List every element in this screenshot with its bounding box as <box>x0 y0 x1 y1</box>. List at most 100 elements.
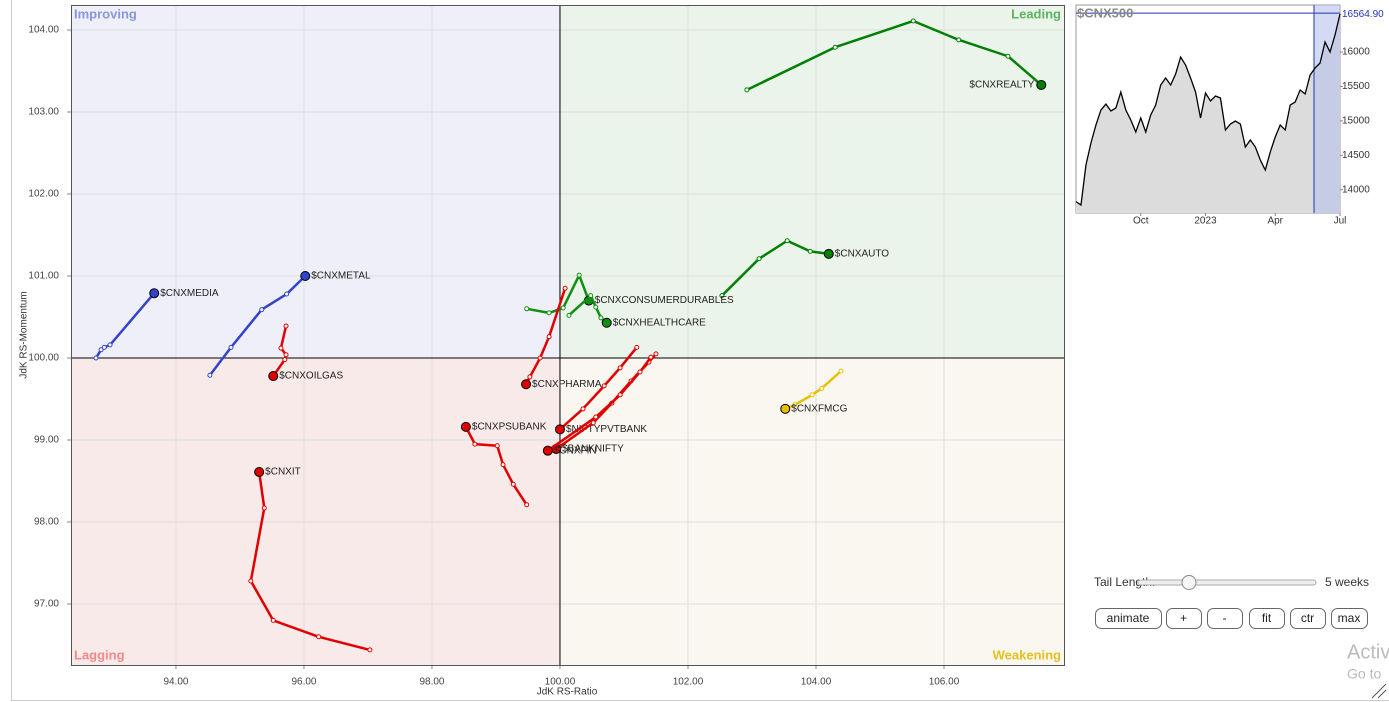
button[interactable]: + <box>1166 608 1202 629</box>
series-head <box>149 288 160 299</box>
resize-grip <box>1377 689 1387 699</box>
tail-point <box>910 18 916 24</box>
x-tick-label: 100.00 <box>545 677 576 688</box>
tail-point <box>316 634 322 640</box>
tail-point <box>792 402 798 408</box>
quadrant-background <box>559 5 1064 359</box>
button[interactable]: ctr <box>1290 608 1326 629</box>
button-label[interactable]: ctr <box>1301 611 1314 625</box>
y-tick-label: 98.00 <box>34 517 59 528</box>
y-axis-title: JdK RS-Momentum <box>19 291 30 378</box>
tail-point <box>527 374 533 380</box>
slider-knob[interactable] <box>1181 575 1197 590</box>
button[interactable]: animate <box>1095 608 1162 629</box>
y-tick-label: 99.00 <box>34 435 59 446</box>
button-frame[interactable] <box>1207 608 1243 629</box>
series-head <box>554 424 565 435</box>
tail-point <box>807 248 813 254</box>
tail-point <box>588 293 594 299</box>
tail-point <box>524 502 530 508</box>
tail-point <box>617 392 623 398</box>
button-label[interactable]: + <box>1180 611 1187 625</box>
tail-point <box>259 307 265 313</box>
tail-point <box>956 37 962 43</box>
y-tick-label: 16000 <box>1342 47 1370 58</box>
tail-point <box>784 238 790 244</box>
button-frame[interactable] <box>1095 608 1162 629</box>
price-line <box>1075 13 1341 207</box>
tail-point <box>282 357 288 363</box>
y-tick-label: 14000 <box>1342 184 1370 195</box>
tail-point <box>1005 53 1011 59</box>
tail-point <box>546 310 552 316</box>
series-tail <box>249 471 371 652</box>
tail-point <box>546 334 552 340</box>
tail-point <box>278 345 284 351</box>
button-label[interactable]: animate <box>1107 611 1150 625</box>
tail-length-label: Tail Length: <box>1094 575 1155 589</box>
tail-point <box>93 355 99 361</box>
last-price-label: 16564.90 <box>1342 9 1384 20</box>
tail-point <box>598 315 604 321</box>
y-tick-label: 103.00 <box>28 107 59 118</box>
tail-point <box>580 406 586 412</box>
watermark: Activ <box>1347 641 1389 663</box>
series-label: $BANKNIFTY <box>562 444 624 455</box>
tail-point <box>617 365 623 371</box>
quadrant-label: Improving <box>74 6 137 21</box>
button-label[interactable]: max <box>1338 611 1361 625</box>
y-tick-label: 15000 <box>1342 115 1370 126</box>
series-tail <box>746 19 1043 91</box>
tail-point <box>593 414 599 420</box>
series-head <box>460 421 471 432</box>
tail-point <box>756 256 762 262</box>
series-label: $NIFTYPVTBANK <box>566 424 647 435</box>
button-frame[interactable] <box>1290 608 1326 629</box>
price-area <box>1076 14 1340 214</box>
series-label: $CNXIT <box>265 467 301 478</box>
button-frame[interactable] <box>1249 608 1285 629</box>
y-tick-label: 15500 <box>1342 81 1370 92</box>
series-head <box>780 403 791 414</box>
slider-track[interactable] <box>1137 579 1317 586</box>
watermark: Go to <box>1347 666 1381 682</box>
series-label: $CNXCONSUMERDURABLES <box>595 295 734 306</box>
tail-point <box>98 347 104 353</box>
y-tick-label: 97.00 <box>34 599 59 610</box>
x-tick-label: 2023 <box>1194 216 1217 227</box>
series-head <box>823 248 834 259</box>
quadrant-background <box>71 5 560 359</box>
button[interactable]: max <box>1331 608 1368 629</box>
series-label: $CNXAUTO <box>835 249 889 260</box>
series-head <box>268 371 279 382</box>
tail-point <box>566 312 572 318</box>
button[interactable]: - <box>1207 608 1243 629</box>
x-tick-label: 98.00 <box>419 677 444 688</box>
quadrant-label: Lagging <box>74 647 125 662</box>
series-label: $CNXOILGAS <box>279 371 343 382</box>
tail-point <box>634 344 640 350</box>
tail-point <box>494 443 500 449</box>
tail-point <box>101 344 107 350</box>
series-label: $CNXFMCG <box>791 403 847 414</box>
tail-point <box>248 578 254 584</box>
tail-point <box>653 351 659 357</box>
tail-point <box>283 352 289 358</box>
x-tick-label: 102.00 <box>673 677 704 688</box>
series-head <box>254 466 265 477</box>
quadrant-label: Leading <box>1011 6 1061 21</box>
button-label[interactable]: - <box>1223 611 1227 625</box>
button-frame[interactable] <box>1331 608 1368 629</box>
button[interactable]: fit <box>1249 608 1285 629</box>
x-tick-label: 104.00 <box>801 677 832 688</box>
tail-point <box>648 354 654 360</box>
series-tail <box>464 426 528 506</box>
tail-point <box>560 305 566 311</box>
tail-point <box>500 462 506 468</box>
button-frame[interactable] <box>1166 608 1202 629</box>
button-label[interactable]: fit <box>1262 611 1272 625</box>
x-tick-label: Apr <box>1267 216 1283 227</box>
tail-slider[interactable] <box>1137 575 1317 590</box>
tail-point <box>838 368 844 374</box>
